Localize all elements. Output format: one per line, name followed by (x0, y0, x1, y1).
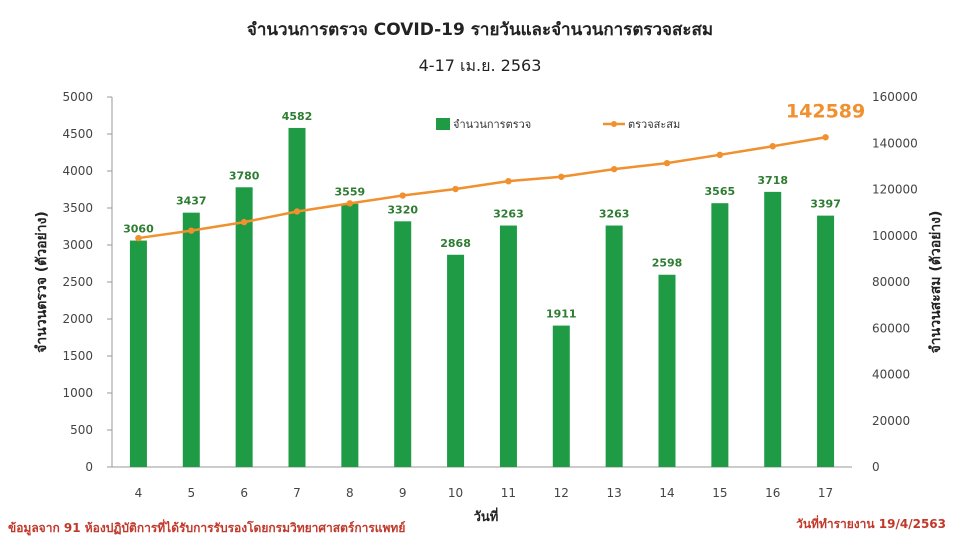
cumulative-point (135, 234, 142, 242)
source-note: ข้อมูลจาก 91 ห้องปฏิบัติการที่ได้รับการร… (8, 521, 406, 535)
legend-label-bars: จำนวนการตรวจ (453, 118, 531, 131)
bar (711, 203, 729, 467)
cumulative-point (346, 200, 354, 207)
x-tick-label: 5 (187, 486, 195, 500)
y-tick-label-right: 80000 (872, 275, 910, 289)
bar-value-label: 3320 (387, 203, 418, 216)
x-tick-label: 9 (399, 486, 407, 500)
bar (658, 274, 676, 467)
y-tick-label-left: 5000 (62, 90, 93, 104)
cumulative-point (822, 134, 829, 141)
bar-value-label: 2598 (652, 257, 683, 270)
legend-label-line: ตรวจสะสม (628, 118, 680, 131)
bar (341, 203, 359, 467)
x-tick-label: 7 (293, 486, 301, 500)
y-tick-label-right: 160000 (872, 90, 918, 104)
chart-subtitle: 4-17 เม.ย. 2563 (418, 56, 542, 75)
y-tick-label-right: 40000 (872, 368, 910, 382)
y-axis-title-right: จำนวนสะสม (ตัวอย่าง) (928, 211, 944, 354)
x-tick-label: 14 (659, 486, 674, 500)
x-tick-label: 15 (712, 486, 727, 500)
cumulative-point (769, 143, 776, 150)
cumulative-point (716, 151, 724, 159)
bar-value-label: 3437 (176, 195, 207, 208)
y-tick-label-left: 500 (70, 423, 93, 437)
bar-value-label: 3565 (705, 185, 736, 198)
bar-value-label: 1911 (546, 308, 577, 321)
legend-swatch-bars (436, 118, 450, 130)
cumulative-point (663, 159, 671, 167)
y-tick-label-right: 140000 (872, 136, 918, 150)
y-tick-label-right: 20000 (872, 414, 910, 428)
y-tick-label-left: 3500 (62, 201, 93, 215)
x-tick-label: 16 (765, 486, 780, 500)
x-tick-label: 6 (240, 486, 248, 500)
cumulative-point (240, 218, 248, 226)
y-tick-label-left: 2500 (62, 275, 93, 289)
y-tick-label-left: 1500 (62, 349, 93, 363)
y-tick-label-right: 100000 (872, 229, 918, 243)
bar-value-label: 3263 (599, 208, 630, 221)
y-tick-label-left: 2000 (62, 312, 93, 326)
legend-marker-line (611, 121, 617, 127)
cumulative-point (452, 185, 459, 193)
x-tick-label: 13 (607, 486, 622, 500)
cumulative-line (138, 136, 826, 240)
x-tick-label: 4 (135, 486, 143, 500)
cumulative-point (558, 173, 565, 180)
x-tick-label: 11 (501, 486, 516, 500)
cumulative-total-label: 142589 (786, 100, 865, 122)
x-tick-label: 17 (818, 486, 833, 500)
chart-title: จำนวนการตรวจ COVID-19 รายวันและจำนวนการต… (246, 20, 714, 40)
bar (182, 212, 200, 467)
y-tick-label-right: 60000 (872, 321, 910, 335)
cumulative-point (399, 192, 406, 199)
y-axis-title-left: จำนวนตรวจ (ตัวอย่าง) (34, 211, 50, 353)
bar (499, 225, 517, 467)
y-tick-label-right: 120000 (872, 183, 918, 197)
bar-value-label: 3397 (810, 198, 841, 211)
x-axis-title: วันที่ (474, 507, 499, 525)
y-tick-label-left: 4000 (62, 164, 93, 178)
bar-value-label: 3060 (123, 223, 154, 236)
bar (817, 215, 835, 467)
bar-value-label: 4582 (282, 110, 313, 123)
bar-value-label: 3263 (493, 208, 524, 221)
cumulative-point (188, 227, 195, 234)
y-tick-label-right: 0 (872, 460, 880, 474)
bar (447, 254, 465, 467)
bar (235, 187, 253, 467)
bar (605, 225, 623, 467)
bar (288, 127, 306, 467)
report-date: วันที่ทำรายงาน 19/4/2563 (796, 517, 946, 531)
cumulative-point (505, 177, 512, 185)
y-tick-label-left: 0 (85, 460, 93, 474)
cumulative-point (610, 165, 618, 173)
bar (129, 240, 147, 467)
x-tick-label: 12 (554, 486, 569, 500)
bar (394, 221, 412, 467)
y-tick-label-left: 4500 (62, 127, 93, 141)
cumulative-point (293, 208, 301, 215)
bar-value-label: 3780 (229, 169, 260, 182)
bar (552, 325, 570, 467)
bar (764, 191, 782, 468)
y-tick-label-left: 3000 (62, 238, 93, 252)
x-tick-label: 10 (448, 486, 463, 500)
y-tick-label-left: 1000 (62, 386, 93, 400)
bar-value-label: 3559 (335, 186, 366, 199)
bar-value-label: 2868 (440, 237, 471, 250)
x-tick-label: 8 (346, 486, 354, 500)
bar-value-label: 3718 (757, 174, 788, 187)
